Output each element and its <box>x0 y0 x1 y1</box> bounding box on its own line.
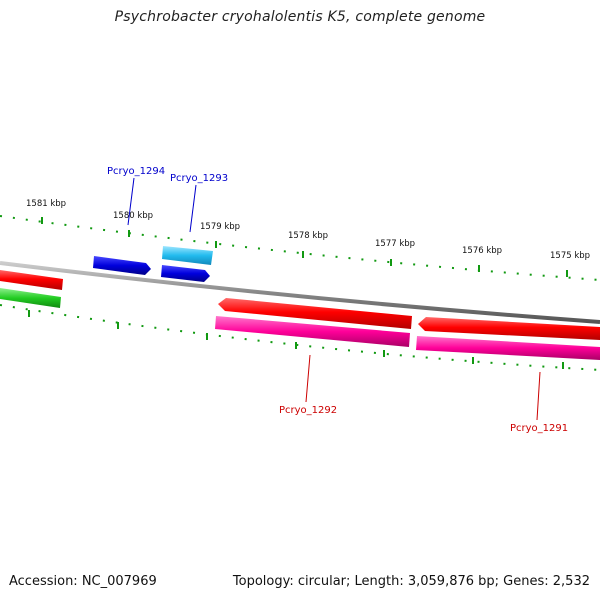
leader-pcryo-1294 <box>127 177 135 226</box>
gene-label-pcryo-1293[interactable]: Pcryo_1293 <box>170 173 228 184</box>
feature-red-left[interactable] <box>0 270 63 290</box>
feature-red-right[interactable] <box>418 317 600 340</box>
tick-label: 1577 kbp <box>375 239 415 249</box>
outer-tick-ring <box>0 215 600 281</box>
gene-pcryo-1291-bar[interactable] <box>416 336 600 360</box>
inner-major-ticks <box>28 310 564 369</box>
map-title: Psychrobacter cryohalolentis K5, complet… <box>114 9 486 25</box>
genome-backbone <box>0 261 600 324</box>
gene-label-pcryo-1294[interactable]: Pcryo_1294 <box>107 166 165 177</box>
tick-label: 1578 kbp <box>288 231 328 241</box>
tick-label: 1576 kbp <box>462 246 502 256</box>
tick-label: 1579 kbp <box>200 222 240 232</box>
accession-text: Accession: NC_007969 <box>9 574 157 589</box>
tick-label: 1575 kbp <box>550 251 590 261</box>
gene-label-pcryo-1291[interactable]: Pcryo_1291 <box>510 423 568 434</box>
feature-blue-small[interactable] <box>161 265 210 282</box>
feature-red-middle[interactable] <box>218 298 412 329</box>
gene-pcryo-1292-bar[interactable] <box>215 316 410 347</box>
gene-pcryo-1294-arrow[interactable] <box>93 256 151 275</box>
gene-pcryo-1293-arrow[interactable] <box>162 246 213 265</box>
outer-major-ticks <box>41 217 568 277</box>
leader-pcryo-1291 <box>536 371 541 421</box>
leader-pcryo-1293 <box>189 184 197 233</box>
gene-label-pcryo-1292[interactable]: Pcryo_1292 <box>279 405 337 416</box>
tick-labels: 1581 kbp 1580 kbp 1579 kbp 1578 kbp 1577… <box>26 199 590 261</box>
leader-pcryo-1292 <box>305 354 311 403</box>
genome-summary-text: Topology: circular; Length: 3,059,876 bp… <box>232 574 590 589</box>
tick-label: 1581 kbp <box>26 199 66 209</box>
feature-green-left[interactable] <box>0 288 61 308</box>
tick-label: 1580 kbp <box>113 211 153 221</box>
